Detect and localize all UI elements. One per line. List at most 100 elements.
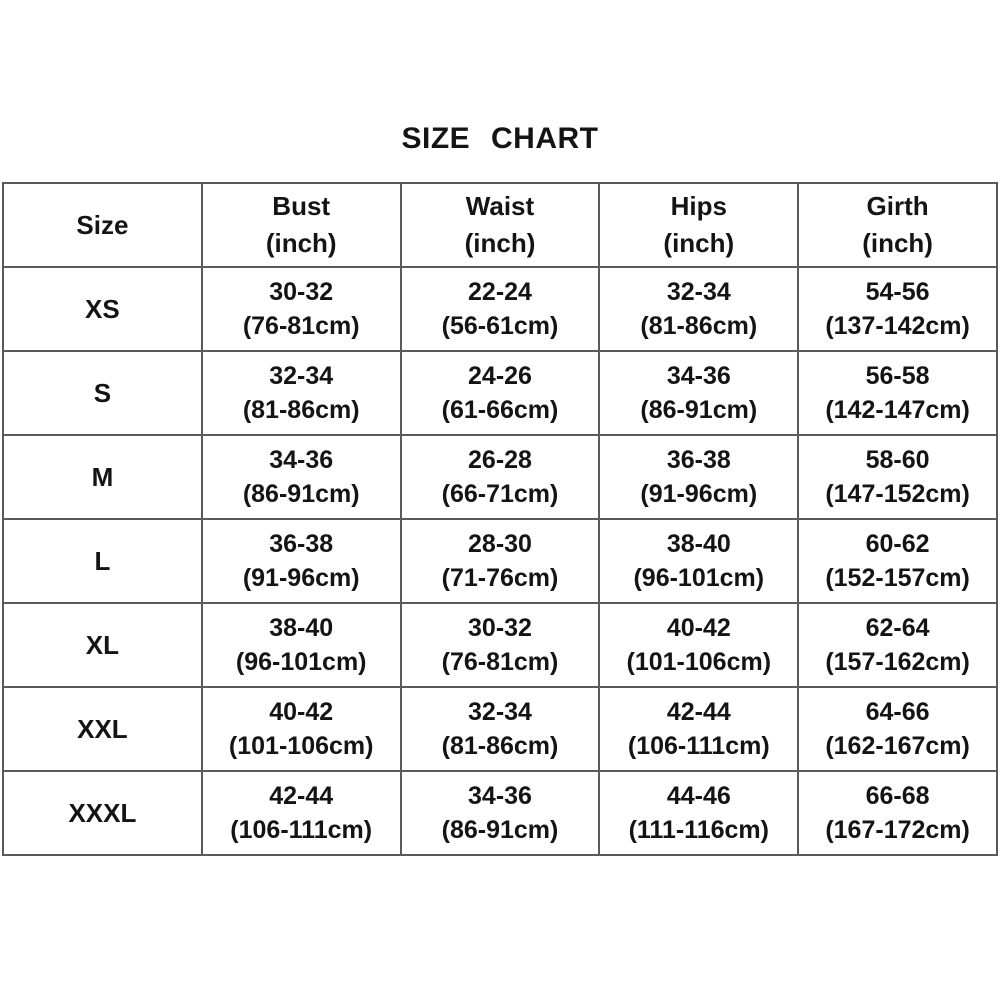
table-row-l: L 36-38 (91-96cm) 28-30 (71-76cm) 38-40 (96-10… xyxy=(2,518,998,604)
cell-l-girth: 60-62 (152-157cm) xyxy=(797,518,998,604)
cell-xs-waist: 22-24 (56-61cm) xyxy=(399,266,601,352)
cell-s-waist: 24-26 (61-66cm) xyxy=(399,350,601,436)
cell-xxxl-girth: 66-68 (167-172cm) xyxy=(797,770,998,856)
cell-s-bust: 32-34 (81-86cm) xyxy=(200,350,402,436)
cell-m-hips: 36-38 (91-96cm) xyxy=(598,434,800,520)
cell-xxxl-bust: 42-44 (106-111cm) xyxy=(200,770,402,856)
cell-s-waist-line-0: 24-26 xyxy=(468,362,532,390)
cell-xxl-bust: 40-42 (101-106cm) xyxy=(200,686,402,772)
table-header: Size Bust (inch) Waist (inch) Hips (inch) Girth… xyxy=(2,182,998,268)
cell-xxxl-size-line-0: XXXL xyxy=(68,798,137,828)
cell-xxl-waist: 32-34 (81-86cm) xyxy=(399,686,601,772)
cell-l-waist: 28-30 (71-76cm) xyxy=(399,518,601,604)
cell-xl-bust-line-1: (96-101cm) xyxy=(235,648,367,676)
cell-xl-girth-line-0: 62-64 xyxy=(865,614,930,642)
header-cell-bust: Bust (inch) xyxy=(200,182,402,268)
cell-l-girth-line-1: (152-157cm) xyxy=(825,564,970,592)
page-title: SIZE CHART xyxy=(401,122,599,155)
cell-m-waist-line-0: 26-28 xyxy=(468,446,532,474)
table-row-xxl: XXL 40-42 (101-106cm) 32-34 (81-86cm) 42-44 (1… xyxy=(2,686,998,772)
header-cell-hips: Hips (inch) xyxy=(598,182,800,268)
cell-xs-size: XS xyxy=(2,266,203,352)
cell-m-girth: 58-60 (147-152cm) xyxy=(797,434,998,520)
header-cell-girth: Girth (inch) xyxy=(797,182,998,268)
cell-xxl-size: XXL xyxy=(2,686,203,772)
cell-xxxl-waist-line-0: 34-36 xyxy=(468,782,532,810)
cell-m-waist-line-1: (66-71cm) xyxy=(441,480,559,508)
cell-l-bust-line-0: 36-38 xyxy=(269,530,334,558)
cell-xxl-hips: 42-44 (106-111cm) xyxy=(598,686,800,772)
cell-xl-size: XL xyxy=(2,602,203,688)
cell-xs-girth-line-1: (137-142cm) xyxy=(825,312,970,340)
cell-s-size: S xyxy=(2,350,203,436)
cell-xs-girth-line-0: 54-56 xyxy=(865,278,930,306)
cell-s-bust-line-0: 32-34 xyxy=(269,362,334,390)
cell-l-waist-line-0: 28-30 xyxy=(468,530,532,558)
cell-xxxl-girth-line-0: 66-68 xyxy=(865,782,930,810)
cell-l-bust: 36-38 (91-96cm) xyxy=(200,518,402,604)
cell-xxxl-hips-line-0: 44-46 xyxy=(666,782,731,810)
cell-l-size-line-0: L xyxy=(94,546,111,576)
table-row-m: M 34-36 (86-91cm) 26-28 (66-71cm) 36-38 (91-96… xyxy=(2,434,998,520)
cell-l-waist-line-1: (71-76cm) xyxy=(441,564,559,592)
header-cell-bust-line-1: (inch) xyxy=(265,228,337,258)
cell-m-size-line-0: M xyxy=(91,462,114,492)
table-body: XS 30-32 (76-81cm) 22-24 (56-61cm) 32-34 (81-8… xyxy=(2,266,998,856)
cell-m-size: M xyxy=(2,434,203,520)
cell-s-girth-line-0: 56-58 xyxy=(865,362,930,390)
cell-xl-girth: 62-64 (157-162cm) xyxy=(797,602,998,688)
size-chart-table: Size Bust (inch) Waist (inch) Hips (inch) Girth… xyxy=(2,182,998,856)
cell-xs-hips-line-0: 32-34 xyxy=(666,278,731,306)
cell-s-hips: 34-36 (86-91cm) xyxy=(598,350,800,436)
header-cell-bust-line-0: Bust xyxy=(272,191,331,221)
cell-xs-girth: 54-56 (137-142cm) xyxy=(797,266,998,352)
cell-xxl-hips-line-0: 42-44 xyxy=(666,698,731,726)
cell-l-size: L xyxy=(2,518,203,604)
cell-m-waist: 26-28 (66-71cm) xyxy=(399,434,601,520)
cell-s-waist-line-1: (61-66cm) xyxy=(441,396,559,424)
header-cell-waist-line-0: Waist xyxy=(465,191,535,221)
cell-xl-waist-line-1: (76-81cm) xyxy=(441,648,559,676)
cell-l-hips-line-1: (96-101cm) xyxy=(633,564,765,592)
cell-xxxl-bust-line-1: (106-111cm) xyxy=(230,816,373,844)
cell-m-bust-line-0: 34-36 xyxy=(269,446,334,474)
header-cell-hips-line-1: (inch) xyxy=(663,228,735,258)
cell-xl-hips-line-0: 40-42 xyxy=(666,614,731,642)
table-row-xxxl: XXXL 42-44 (106-111cm) 34-36 (86-91cm) 44-46 (… xyxy=(2,770,998,856)
cell-xs-bust-line-1: (76-81cm) xyxy=(242,312,360,340)
cell-xl-girth-line-1: (157-162cm) xyxy=(825,648,970,676)
cell-xxl-girth-line-0: 64-66 xyxy=(865,698,930,726)
cell-xs-hips: 32-34 (81-86cm) xyxy=(598,266,800,352)
cell-xxl-girth-line-1: (162-167cm) xyxy=(825,732,970,760)
cell-xxl-bust-line-1: (101-106cm) xyxy=(228,732,374,760)
cell-xxl-waist-line-1: (81-86cm) xyxy=(441,732,559,760)
cell-xs-bust: 30-32 (76-81cm) xyxy=(200,266,402,352)
cell-xs-bust-line-0: 30-32 xyxy=(269,278,334,306)
cell-xxl-hips-line-1: (106-111cm) xyxy=(627,732,770,760)
cell-s-bust-line-1: (81-86cm) xyxy=(242,396,360,424)
header-cell-girth-line-1: (inch) xyxy=(862,228,933,258)
header-cell-size-line-0: Size xyxy=(76,209,129,240)
cell-l-hips-line-0: 38-40 xyxy=(666,530,731,558)
cell-l-bust-line-1: (91-96cm) xyxy=(242,564,360,592)
cell-xxxl-hips-line-1: (111-116cm) xyxy=(628,816,769,844)
cell-xxxl-waist: 34-36 (86-91cm) xyxy=(399,770,601,856)
cell-m-girth-line-1: (147-152cm) xyxy=(825,480,970,508)
cell-xl-hips: 40-42 (101-106cm) xyxy=(598,602,800,688)
cell-xxl-bust-line-0: 40-42 xyxy=(269,698,334,726)
cell-m-hips-line-1: (91-96cm) xyxy=(640,480,758,508)
cell-s-hips-line-1: (86-91cm) xyxy=(640,396,758,424)
cell-xs-hips-line-1: (81-86cm) xyxy=(640,312,758,340)
cell-xxl-waist-line-0: 32-34 xyxy=(468,698,532,726)
cell-xl-size-line-0: XL xyxy=(85,630,120,660)
cell-s-girth: 56-58 (142-147cm) xyxy=(797,350,998,436)
cell-s-girth-line-1: (142-147cm) xyxy=(825,396,970,424)
cell-m-hips-line-0: 36-38 xyxy=(666,446,731,474)
cell-xl-bust-line-0: 38-40 xyxy=(269,614,334,642)
cell-xxl-size-line-0: XXL xyxy=(77,714,128,744)
cell-xl-bust: 38-40 (96-101cm) xyxy=(200,602,402,688)
cell-m-bust-line-1: (86-91cm) xyxy=(242,480,360,508)
cell-m-bust: 34-36 (86-91cm) xyxy=(200,434,402,520)
header-cell-waist-line-1: (inch) xyxy=(464,228,536,258)
